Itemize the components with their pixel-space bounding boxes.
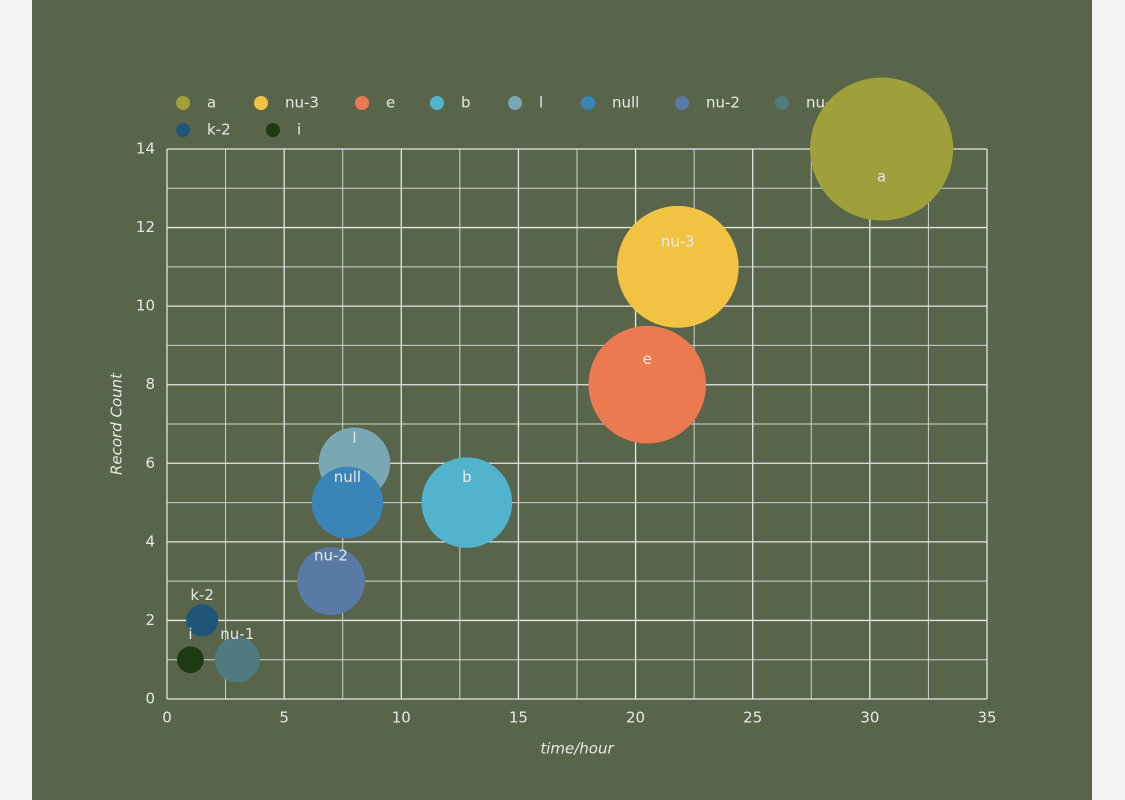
bubble-label: null [334, 468, 361, 486]
x-tick-label: 5 [279, 709, 289, 727]
bubble [177, 646, 204, 674]
legend-marker [775, 96, 789, 110]
bubble [214, 637, 260, 683]
bubble [186, 604, 219, 637]
y-tick-label: 8 [145, 375, 155, 393]
y-tick-label: 0 [145, 690, 155, 708]
legend-marker [508, 96, 522, 110]
legend-label: nu-2 [706, 94, 740, 112]
x-tick-label: 15 [509, 709, 528, 727]
bubble-label: k-2 [190, 586, 214, 604]
x-tick-label: 20 [626, 709, 645, 727]
bubble-label: a [877, 168, 886, 186]
x-tick-label: 25 [743, 709, 762, 727]
legend-marker [176, 96, 190, 110]
legend-marker [254, 96, 268, 110]
legend-marker [430, 96, 444, 110]
y-tick-label: 12 [136, 218, 155, 236]
x-tick-label: 0 [162, 709, 172, 727]
bubble-label: l [352, 429, 356, 447]
bubble-label: i [188, 625, 192, 643]
y-tick-label: 6 [145, 454, 155, 472]
legend-marker [355, 96, 369, 110]
legend-marker [581, 96, 595, 110]
legend-marker [675, 96, 689, 110]
y-tick-label: 14 [136, 140, 155, 158]
bubble-label: nu-3 [661, 232, 695, 250]
bubble-label: e [643, 350, 652, 368]
legend-label: e [386, 94, 395, 112]
legend-label: i [297, 121, 301, 139]
x-tick-label: 35 [977, 709, 996, 727]
bubble [810, 77, 954, 221]
x-axis-title: time/hour [540, 740, 614, 758]
bubble [588, 325, 707, 444]
legend-label: l [539, 94, 543, 112]
bubble-label: nu-2 [314, 547, 348, 565]
bubble-label: b [462, 468, 472, 486]
x-tick-label: 30 [860, 709, 879, 727]
bubble-label: nu-1 [220, 625, 254, 643]
bubble [616, 205, 739, 328]
legend-marker [266, 123, 280, 137]
y-tick-label: 2 [145, 611, 155, 629]
y-tick-label: 4 [145, 532, 155, 550]
legend-label: null [612, 94, 639, 112]
bubble [297, 547, 365, 616]
legend-label: a [207, 94, 216, 112]
legend-label: nu-3 [285, 94, 319, 112]
legend-label: b [461, 94, 471, 112]
bubble [421, 457, 513, 548]
legend-label: k-2 [207, 121, 231, 139]
bubble [311, 466, 384, 539]
y-tick-label: 10 [136, 297, 155, 315]
y-axis-title: Record Count [108, 372, 126, 475]
legend-marker [176, 123, 190, 137]
x-tick-label: 10 [392, 709, 411, 727]
